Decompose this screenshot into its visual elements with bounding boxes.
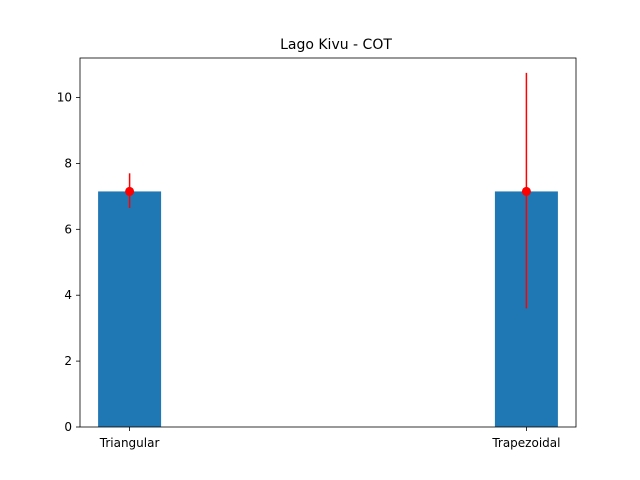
y-tick-label: 2 <box>64 354 72 368</box>
errorbars-group <box>125 72 531 309</box>
errorbar-point-triangular <box>125 186 135 196</box>
y-tick-label: 6 <box>64 222 72 236</box>
bar-triangular <box>98 191 162 427</box>
y-ticks-group: 0 2 4 6 8 10 <box>57 91 80 434</box>
x-tick-label: Triangular <box>99 436 160 450</box>
x-ticks-group: Triangular Trapezoidal <box>99 427 560 450</box>
axes-group <box>79 57 577 428</box>
x-tick-label: Trapezoidal <box>491 436 560 450</box>
bars-group <box>98 191 558 427</box>
y-tick-label: 4 <box>64 288 72 302</box>
chart-title: Lago Kivu - COT <box>280 37 392 53</box>
y-tick-label: 10 <box>57 91 72 105</box>
y-tick-label: 8 <box>64 156 72 170</box>
y-tick-label: 0 <box>64 420 72 434</box>
axes-frame <box>79 57 577 428</box>
errorbar-point-trapezoidal <box>521 186 531 196</box>
